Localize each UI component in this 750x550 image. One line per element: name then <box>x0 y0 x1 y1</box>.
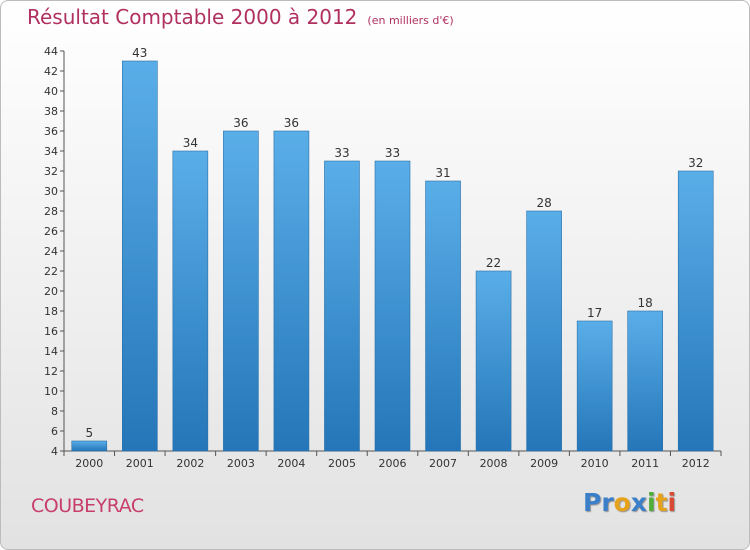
y-tick-label: 24 <box>44 245 58 258</box>
y-tick-label: 34 <box>44 145 58 158</box>
x-tick-label: 2010 <box>581 457 609 470</box>
bar-2010 <box>576 320 613 452</box>
y-tick-label: 40 <box>44 85 58 98</box>
bar-2012 <box>677 170 714 452</box>
x-tick-label: 2005 <box>328 457 356 470</box>
x-tick-label: 2012 <box>682 457 710 470</box>
chart-subtitle: (en milliers d'€) <box>367 14 454 27</box>
y-tick-label: 38 <box>44 105 58 118</box>
bar-2001 <box>122 60 158 452</box>
y-tick-label: 18 <box>44 305 58 318</box>
bar-2005 <box>324 160 360 452</box>
y-tick-label: 20 <box>44 285 58 298</box>
x-tick-label: 2004 <box>277 457 305 470</box>
y-tick-label: 6 <box>51 425 58 438</box>
x-tick-label: 2008 <box>480 457 508 470</box>
y-tick-label: 42 <box>44 65 58 78</box>
x-tick-label: 2003 <box>227 457 255 470</box>
logo-letter: o <box>613 488 631 517</box>
bar-2003 <box>223 130 259 452</box>
bars <box>71 60 714 452</box>
x-tick-label: 2009 <box>530 457 558 470</box>
value-label-2001: 43 <box>132 46 147 60</box>
y-tick-label: 22 <box>44 265 58 278</box>
y-tick-label: 12 <box>44 365 58 378</box>
y-tick-label: 14 <box>44 345 58 358</box>
y-tick-label: 30 <box>44 185 58 198</box>
value-label-2011: 18 <box>638 296 653 310</box>
value-label-2008: 22 <box>486 256 501 270</box>
x-tick-label: 2002 <box>176 457 204 470</box>
bar-2008 <box>475 270 512 452</box>
value-label-2010: 17 <box>587 306 602 320</box>
bar-2000 <box>71 440 108 452</box>
value-label-2000: 5 <box>85 426 93 440</box>
y-tick-label: 32 <box>44 165 58 178</box>
bar-2006 <box>374 160 411 452</box>
proxiti-logo: Proxiti <box>583 488 676 517</box>
y-tick-label: 8 <box>51 405 58 418</box>
chart-title: Résultat Comptable 2000 à 2012 (en millie… <box>27 5 454 29</box>
logo-letter: x <box>630 488 647 517</box>
x-tick-label: 2000 <box>75 457 103 470</box>
value-label-2012: 32 <box>688 156 703 170</box>
value-labels: 5 43 34 36 36 33 33 31 22 28 17 18 32 <box>85 46 703 440</box>
bar-2011 <box>627 310 663 452</box>
value-label-2005: 33 <box>334 146 349 160</box>
x-tick-label: 2007 <box>429 457 457 470</box>
x-tick-label: 2011 <box>631 457 659 470</box>
logo-letter: i <box>667 488 677 517</box>
x-tick-label: 2001 <box>126 457 154 470</box>
bar-2007 <box>425 180 461 452</box>
y-tick-label: 16 <box>44 325 58 338</box>
value-label-2007: 31 <box>435 166 450 180</box>
commune-name: COUBEYRAC <box>31 495 144 517</box>
value-label-2009: 28 <box>536 196 551 210</box>
y-tick-label: 26 <box>44 225 58 238</box>
y-tick-label: 36 <box>44 125 58 138</box>
value-label-2004: 36 <box>284 116 299 130</box>
bar-2002 <box>172 150 209 452</box>
bar-2004 <box>273 130 310 452</box>
x-tick-label: 2006 <box>379 457 407 470</box>
bar-2009 <box>526 210 562 452</box>
y-tick-label: 4 <box>51 445 58 458</box>
y-tick-label: 10 <box>44 385 58 398</box>
value-label-2006: 33 <box>385 146 400 160</box>
value-label-2002: 34 <box>183 136 198 150</box>
logo-letter: P <box>583 488 602 517</box>
logo-letter: t <box>655 488 668 517</box>
logo-letter: r <box>601 488 614 517</box>
value-label-2003: 36 <box>233 116 248 130</box>
logo-letter: i <box>647 488 656 517</box>
y-tick-label: 44 <box>44 45 58 58</box>
axes: 4 6 8 10 12 14 16 18 20 22 24 26 28 30 32 34 36 38 40 42 44 2… <box>44 45 722 470</box>
y-tick-label: 28 <box>44 205 58 218</box>
